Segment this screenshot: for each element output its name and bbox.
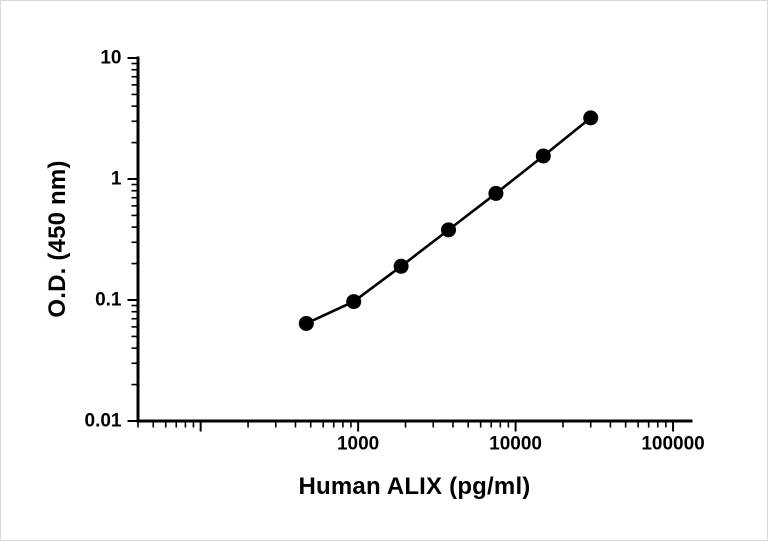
- x-tick-label: 1000: [337, 433, 379, 454]
- axis-frame: [136, 56, 693, 423]
- standard-curve-line: [305, 116, 592, 325]
- data-point-marker: [393, 258, 409, 274]
- data-point-marker: [583, 110, 599, 126]
- y-axis-title: O.D. (450 nm): [44, 160, 71, 318]
- y-tick-label: 10: [100, 48, 121, 69]
- y-tick-label: 0.01: [85, 411, 122, 432]
- data-point-marker: [441, 222, 457, 238]
- data-point-marker: [488, 185, 504, 201]
- x-axis-title: Human ALIX (pg/ml): [298, 473, 531, 500]
- data-point-marker: [298, 315, 314, 331]
- x-tick-label: 100000: [641, 433, 704, 454]
- data-point-marker: [535, 148, 551, 164]
- x-tick-label: 10000: [489, 433, 542, 454]
- y-tick-label: 1: [111, 169, 122, 190]
- y-tick-label: 0.1: [95, 290, 122, 311]
- data-point-marker: [346, 294, 362, 310]
